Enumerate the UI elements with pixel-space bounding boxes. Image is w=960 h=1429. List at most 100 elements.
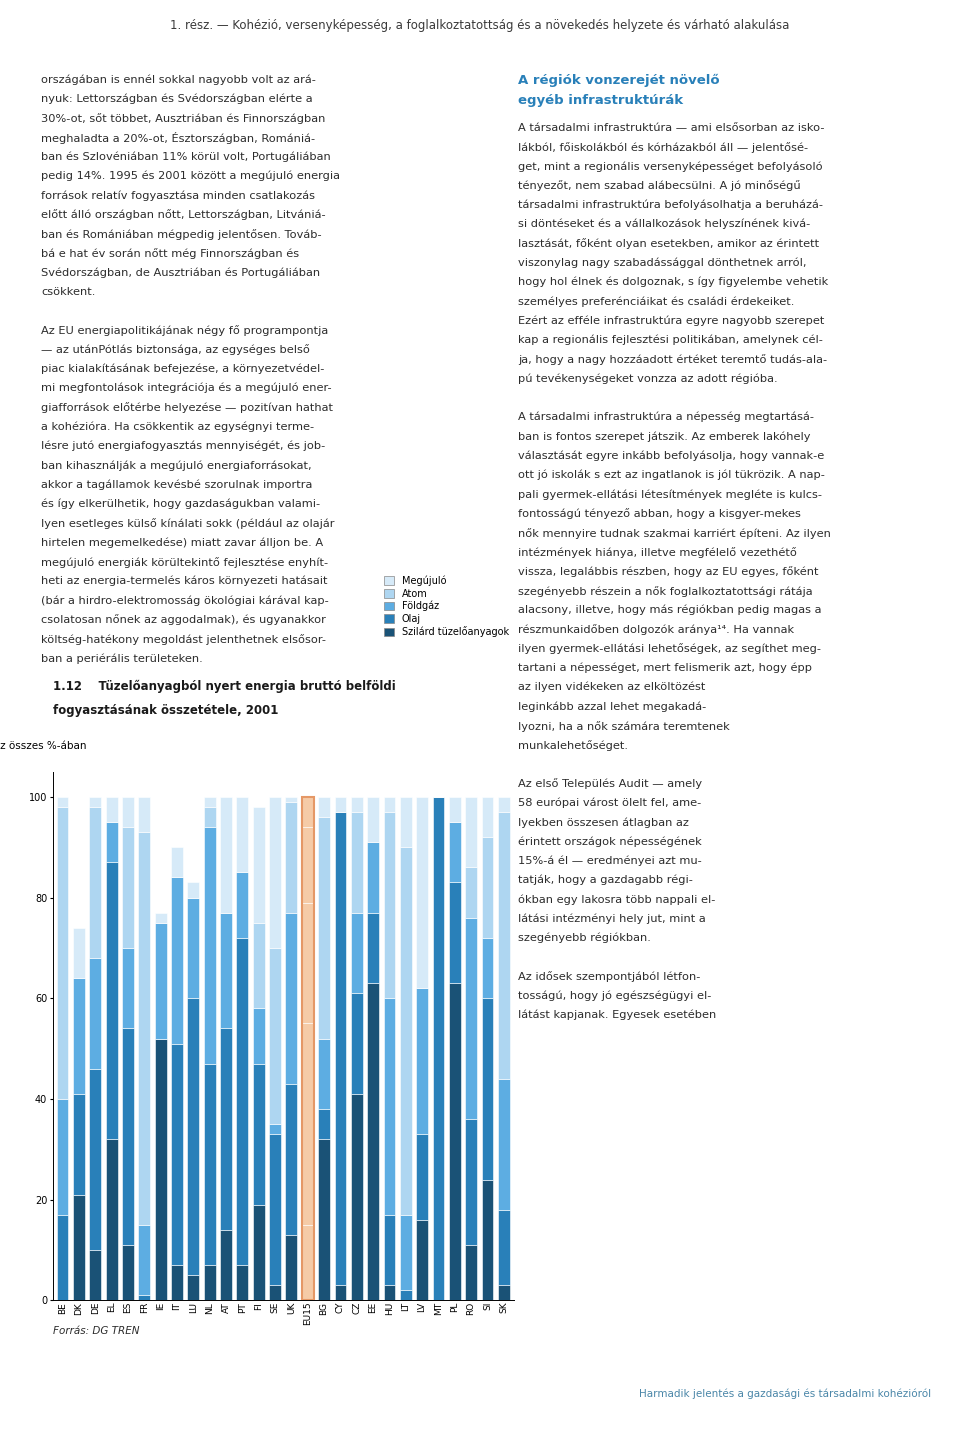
- Bar: [334, 797, 347, 812]
- Text: Az EU energiapolitikájának négy fő programpontja: Az EU energiapolitikájának négy fő progr…: [41, 326, 328, 336]
- Bar: [269, 947, 281, 1125]
- Bar: [236, 1265, 249, 1300]
- Bar: [417, 989, 428, 1135]
- Text: források relatív fogyasztása minden csatlakozás: források relatív fogyasztása minden csat…: [41, 190, 315, 200]
- Text: tatják, hogy a gazdagabb régi-: tatják, hogy a gazdagabb régi-: [518, 875, 693, 886]
- Bar: [449, 822, 461, 883]
- Bar: [236, 797, 249, 872]
- Text: lyen esetleges külső kínálati sokk (például az olajár: lyen esetleges külső kínálati sokk (péld…: [41, 519, 335, 529]
- Bar: [466, 867, 477, 917]
- Bar: [318, 817, 330, 1039]
- Bar: [301, 797, 314, 827]
- Bar: [73, 1195, 84, 1300]
- Text: részmunkaidőben dolgozók aránya¹⁴. Ha vannak: részmunkaidőben dolgozók aránya¹⁴. Ha va…: [518, 624, 795, 634]
- Text: lésre jutó energiafogyasztás mennyiségét, és job-: lésre jutó energiafogyasztás mennyiségét…: [41, 440, 325, 452]
- Bar: [417, 1220, 428, 1300]
- Bar: [89, 797, 101, 807]
- Bar: [384, 812, 396, 999]
- Bar: [252, 807, 265, 923]
- Text: ban kihasználják a megújuló energiaforrásokat,: ban kihasználják a megújuló energiaforrá…: [41, 460, 312, 470]
- Text: A társadalmi infrastruktúra — ami elsősorban az isko-: A társadalmi infrastruktúra — ami elsőso…: [518, 123, 825, 133]
- Text: pedig 14%. 1995 és 2001 között a megújuló energia: pedig 14%. 1995 és 2001 között a megújul…: [41, 171, 340, 181]
- Bar: [187, 897, 200, 999]
- Bar: [220, 797, 232, 913]
- Bar: [318, 797, 330, 817]
- Text: A társadalmi infrastruktúra a népesség megtartásá-: A társadalmi infrastruktúra a népesség m…: [518, 412, 814, 423]
- Bar: [285, 1083, 298, 1235]
- Bar: [301, 1023, 314, 1225]
- Text: 15%-á él — eredményei azt mu-: 15%-á él — eredményei azt mu-: [518, 856, 702, 866]
- Bar: [187, 1275, 200, 1300]
- Bar: [138, 1295, 150, 1300]
- Bar: [89, 1069, 101, 1250]
- Bar: [417, 1135, 428, 1220]
- Bar: [220, 913, 232, 1029]
- Bar: [482, 1179, 493, 1300]
- Text: tényezőt, nem szabad alábecsülni. A jó minőségű: tényezőt, nem szabad alábecsülni. A jó m…: [518, 180, 801, 191]
- Text: személyes preferénciáikat és családi érdekeiket.: személyes preferénciáikat és családi érd…: [518, 296, 795, 307]
- Bar: [367, 842, 379, 913]
- Bar: [400, 847, 412, 1215]
- Text: látási intézményi hely jut, mint a: látási intézményi hely jut, mint a: [518, 913, 707, 925]
- Bar: [171, 1043, 182, 1265]
- Bar: [138, 832, 150, 1225]
- Bar: [187, 883, 200, 897]
- Bar: [171, 847, 182, 877]
- Legend: Megújuló, Atom, Földgáz, Olaj, Szilárd tüzelőanyagok: Megújuló, Atom, Földgáz, Olaj, Szilárd t…: [384, 576, 509, 637]
- Bar: [57, 797, 68, 807]
- Text: ban és Szlovéniában 11% körül volt, Portugáliában: ban és Szlovéniában 11% körül volt, Port…: [41, 151, 331, 161]
- Bar: [367, 797, 379, 842]
- Text: heti az energia-termelés káros környezeti hatásait: heti az energia-termelés káros környezet…: [41, 576, 327, 586]
- Text: ban és Romániában mégpedig jelentősen. Továb-: ban és Romániában mégpedig jelentősen. T…: [41, 229, 322, 240]
- Text: szegényebb részein a nők foglalkoztatottsági rátája: szegényebb részein a nők foglalkoztatott…: [518, 586, 813, 596]
- Text: munkalehetőséget.: munkalehetőséget.: [518, 740, 629, 750]
- Bar: [204, 807, 216, 827]
- Bar: [482, 999, 493, 1179]
- Text: tosságú, hogy jó egészségügyi el-: tosságú, hogy jó egészségügyi el-: [518, 990, 711, 1002]
- Text: megújuló energiák körültekintő fejlesztése enyhít-: megújuló energiák körültekintő fejleszté…: [41, 557, 328, 567]
- Bar: [122, 947, 133, 1029]
- Bar: [252, 923, 265, 1009]
- Bar: [285, 1235, 298, 1300]
- Text: hirtelen megemelkedése) miatt zavar álljon be. A: hirtelen megemelkedése) miatt zavar állj…: [41, 537, 324, 547]
- Bar: [466, 1119, 477, 1245]
- Bar: [73, 1095, 84, 1195]
- Bar: [252, 1009, 265, 1063]
- Bar: [350, 913, 363, 993]
- Text: giafforrások előtérbe helyezése — pozitívan hathat: giafforrások előtérbe helyezése — pozití…: [41, 403, 333, 413]
- Bar: [236, 937, 249, 1265]
- Bar: [155, 913, 166, 923]
- Text: alacsony, illetve, hogy más régiókban pedig magas a: alacsony, illetve, hogy más régiókban pe…: [518, 604, 822, 616]
- Bar: [498, 1079, 510, 1210]
- Text: a kohézióra. Ha csökkentik az egységnyi terme-: a kohézióra. Ha csökkentik az egységnyi …: [41, 422, 315, 432]
- Bar: [400, 1215, 412, 1290]
- Bar: [89, 807, 101, 957]
- Bar: [73, 977, 84, 1095]
- Text: A régiók vonzerejét növelő: A régiók vonzerejét növelő: [518, 74, 720, 87]
- Bar: [269, 1125, 281, 1135]
- Bar: [498, 797, 510, 812]
- Text: előtt álló országban nőtt, Lettországban, Litvániá-: előtt álló országban nőtt, Lettországban…: [41, 210, 325, 220]
- Text: lyekben összesen átlagban az: lyekben összesen átlagban az: [518, 817, 689, 827]
- Bar: [350, 993, 363, 1095]
- Text: nyuk: Lettországban és Svédországban elérte a: nyuk: Lettországban és Svédországban elé…: [41, 94, 313, 104]
- Text: Az első Település Audit — amely: Az első Település Audit — amely: [518, 779, 703, 789]
- Bar: [106, 797, 117, 822]
- Bar: [220, 1029, 232, 1230]
- Text: intézmények hiánya, illetve megfélelő vezethétő: intézmények hiánya, illetve megfélelő ve…: [518, 547, 797, 557]
- Bar: [252, 1063, 265, 1205]
- Bar: [301, 827, 314, 903]
- Text: választását egyre inkább befolyásolja, hogy vannak-e: választását egyre inkább befolyásolja, h…: [518, 450, 825, 462]
- Text: Ezért az efféle infrastruktúra egyre nagyobb szerepet: Ezért az efféle infrastruktúra egyre nag…: [518, 316, 825, 326]
- Bar: [498, 1285, 510, 1300]
- Bar: [122, 827, 133, 947]
- Bar: [155, 1039, 166, 1300]
- Bar: [301, 1225, 314, 1300]
- Text: költség-hatékony megoldást jelenthetnek elsősor-: költség-hatékony megoldást jelenthetnek …: [41, 634, 326, 644]
- Bar: [204, 1265, 216, 1300]
- Text: Az összes %-ában: Az összes %-ában: [0, 740, 86, 750]
- Bar: [106, 862, 117, 1139]
- Text: bá e hat év során nőtt még Finnországban és: bá e hat év során nőtt még Finnországban…: [41, 249, 300, 259]
- Text: fontosságú tényező abban, hogy a kisgyer-mekes: fontosságú tényező abban, hogy a kisgyer…: [518, 509, 802, 519]
- Text: pú tevékenységeket vonzza az adott régióba.: pú tevékenységeket vonzza az adott régió…: [518, 373, 778, 384]
